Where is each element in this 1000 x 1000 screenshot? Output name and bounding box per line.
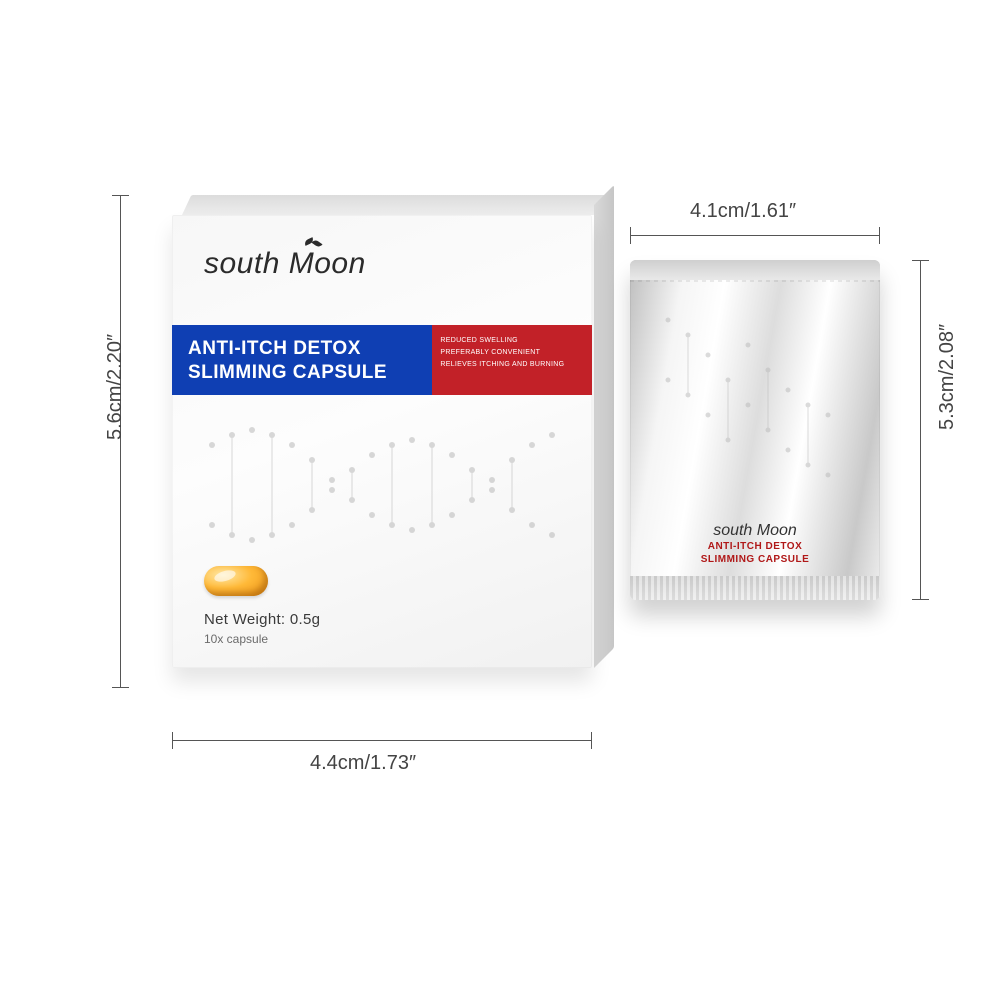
dna-helix-icon [202, 410, 562, 560]
product-box: south Moon ANTI-ITCH DETOX SLIMMING CAPS… [172, 195, 604, 668]
sachet-title-line2: SLIMMING CAPSULE [630, 553, 880, 566]
dimension-tick [112, 195, 129, 196]
box-side-face [594, 185, 614, 668]
sachet-title-line1: ANTI-ITCH DETOX [630, 540, 880, 553]
dimension-label-box-width: 4.4cm/1.73″ [310, 752, 416, 775]
dimension-tick [591, 732, 592, 749]
sachet-seal [630, 576, 880, 600]
dimension-tick [630, 227, 631, 244]
feature-2: PREFERABLY CONVENIENT [440, 347, 584, 359]
dimension-label-sachet-height: 5.3cm/2.08″ [936, 324, 959, 430]
dimension-line-sachet-width [630, 235, 880, 236]
dimension-label-box-height: 5.6cm/2.20″ [104, 334, 127, 440]
capsule-icon [204, 566, 268, 596]
dimension-line-box-height [120, 195, 121, 688]
dimension-tick [912, 260, 929, 261]
dimension-tick [172, 732, 173, 749]
product-dimension-infographic: south Moon ANTI-ITCH DETOX SLIMMING CAPS… [0, 0, 1000, 1000]
dimension-label-sachet-width: 4.1cm/1.61″ [690, 200, 796, 223]
title-band: ANTI-ITCH DETOX SLIMMING CAPSULE REDUCED… [172, 325, 592, 395]
title-band-blue: ANTI-ITCH DETOX SLIMMING CAPSULE [172, 325, 432, 395]
sachet-brand: south Moon [630, 522, 880, 540]
dimension-line-sachet-height [920, 260, 921, 600]
dimension-tick [112, 687, 129, 688]
box-top-face [182, 195, 613, 215]
box-front-face: south Moon ANTI-ITCH DETOX SLIMMING CAPS… [172, 215, 592, 668]
dimension-tick [912, 599, 929, 600]
feature-1: REDUCED SWELLING [440, 335, 584, 347]
product-title-line2: SLIMMING CAPSULE [188, 361, 416, 385]
dna-helix-icon [648, 300, 862, 500]
title-band-red: REDUCED SWELLING PREFERABLY CONVENIENT R… [432, 325, 592, 395]
quantity: 10x capsule [204, 632, 268, 646]
net-weight: Net Weight: 0.5g [204, 611, 320, 628]
feature-3: RELIEVES ITCHING AND BURNING [440, 359, 584, 371]
dimension-tick [879, 227, 880, 244]
dimension-line-box-width [172, 740, 592, 741]
brand-logo: south Moon [204, 247, 366, 281]
product-title-line1: ANTI-ITCH DETOX [188, 337, 416, 361]
sachet-title: ANTI-ITCH DETOX SLIMMING CAPSULE [630, 540, 880, 566]
product-sachet: south Moon ANTI-ITCH DETOX SLIMMING CAPS… [630, 260, 880, 600]
